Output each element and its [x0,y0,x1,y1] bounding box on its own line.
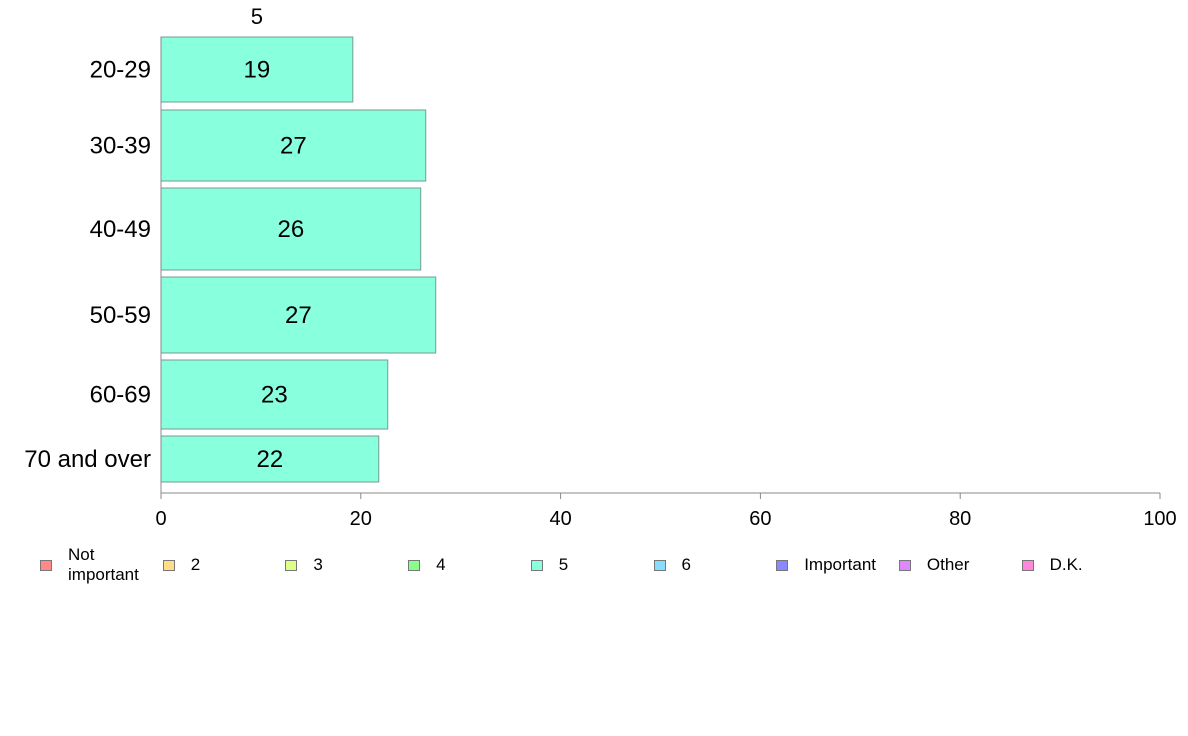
y-tick-label: 20-29 [90,57,151,84]
x-axis: 0 20 40 60 80 100 [155,37,1177,530]
legend-label: D.K. [1049,555,1083,574]
legend: Not important 2 3 4 5 6 Important Other D.K. [0,543,1188,589]
x-tick-label: 40 [549,508,571,530]
x-tick-label: 80 [949,508,971,530]
legend-item: Important [776,543,882,587]
legend-item: 4 [408,543,514,587]
y-tick-label: 50-59 [90,302,151,329]
bars: 19 27 26 27 23 22 [160,36,437,483]
legend-item: 2 [162,543,269,587]
bar [160,276,437,354]
bar-value-label: 27 [280,133,307,160]
bar [160,359,389,430]
y-tick-label: 30-39 [90,133,151,160]
bar [160,36,354,103]
bar-value-label: 22 [257,446,284,473]
bar [160,435,380,483]
legend-swatch [653,559,666,571]
x-tick-label: 20 [350,508,372,530]
legend-label: 4 [436,555,446,574]
bar-value-label: 27 [285,302,312,329]
y-tick-label: 60-69 [90,382,151,409]
x-tick-label: 100 [1143,508,1176,530]
y-axis-labels: 20-29 30-39 40-49 50-59 60-69 70 and over [24,57,151,474]
legend-label: 5 [558,555,569,574]
legend-swatch [530,559,543,571]
legend-label: Important [804,555,876,574]
bar-value-label: 26 [278,216,305,243]
legend-item: Other [898,543,1005,587]
legend-label: 3 [313,555,323,574]
bar-value-label: 23 [261,382,288,409]
legend-item: 3 [285,543,391,587]
legend-label: 6 [681,555,691,574]
y-tick-label: 70 and over [24,446,151,473]
legend-swatch [408,559,421,571]
bar [160,187,422,271]
bar-value-label: 19 [244,57,271,84]
legend-label: 2 [190,555,201,574]
legend-item: 6 [653,543,760,587]
legend-swatch [776,559,789,571]
x-tick-label: 60 [749,508,771,530]
legend-swatch [162,559,175,571]
legend-item: Not important [40,543,148,587]
legend-swatch [40,559,52,571]
y-tick-label: 40-49 [90,216,151,243]
legend-swatch [898,559,911,571]
series-top-label: 5 [251,4,263,29]
legend-label: Not important [68,545,139,584]
bar [160,109,427,182]
legend-item: D.K. [1021,543,1128,587]
legend-label: Other [926,555,970,574]
legend-swatch [1021,559,1034,571]
legend-swatch [285,559,298,571]
legend-item: 5 [530,543,637,587]
chart: 5 19 27 26 27 23 22 20-29 30-39 40-49 50-59 60-69… [24,4,1177,530]
x-tick-label: 0 [155,508,166,530]
